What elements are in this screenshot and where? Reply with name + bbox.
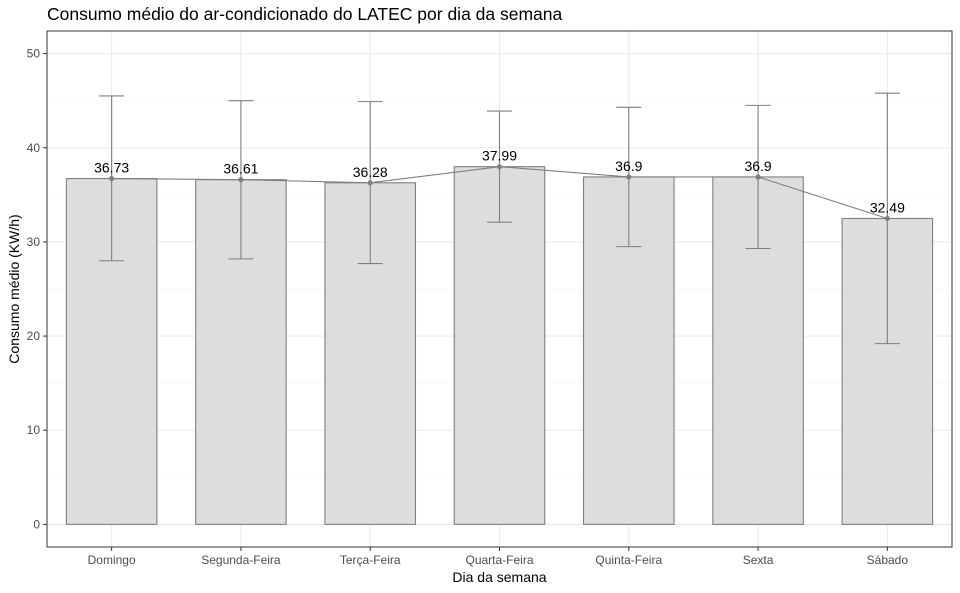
y-tick-label: 0 <box>33 517 40 531</box>
x-tick-label: Quarta-Feira <box>465 553 533 567</box>
y-tick-label: 10 <box>27 423 41 437</box>
data-label: 32.49 <box>870 199 905 215</box>
chart-title: Consumo médio do ar-condicionado do LATE… <box>47 4 563 24</box>
y-tick-label: 40 <box>27 141 41 155</box>
data-label: 37.99 <box>482 148 517 164</box>
data-label: 36.9 <box>744 158 771 174</box>
x-axis-title: Dia da semana <box>452 569 546 585</box>
data-label: 36.28 <box>353 164 388 180</box>
x-tick-label: Sexta <box>743 553 774 567</box>
y-axis-title: Consumo médio (KW/h) <box>6 214 22 363</box>
x-tick-label: Terça-Feira <box>340 553 401 567</box>
x-tick-label: Domingo <box>88 553 136 567</box>
data-label: 36.61 <box>223 161 258 177</box>
data-label: 36.73 <box>94 160 129 176</box>
x-tick-label: Segunda-Feira <box>201 553 281 567</box>
data-label: 36.9 <box>615 158 642 174</box>
x-tick-label: Sábado <box>867 553 909 567</box>
y-tick-label: 20 <box>27 329 41 343</box>
axes-layer: 0 10 20 30 40 50 Domingo Segunda-Feira Terça-Fei… <box>6 47 908 585</box>
x-tick-label: Quinta-Feira <box>595 553 662 567</box>
y-tick-label: 30 <box>27 235 41 249</box>
bar-quarta-feira <box>453 166 546 525</box>
data-labels-layer: 36.73 36.61 36.28 37.99 36.9 36.9 32.49 <box>94 148 905 216</box>
y-tick-label: 50 <box>27 47 41 61</box>
error-bars-layer <box>99 92 900 345</box>
